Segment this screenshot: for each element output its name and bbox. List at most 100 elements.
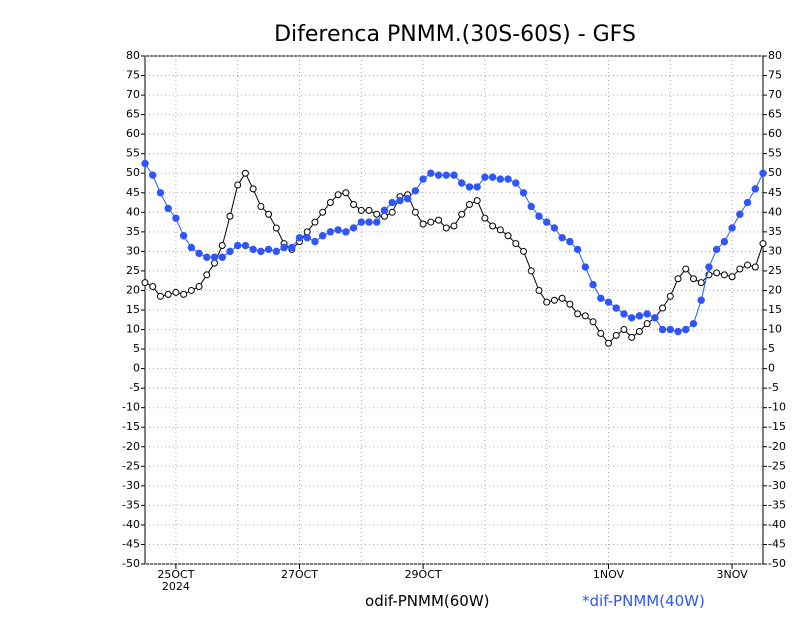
point	[759, 240, 767, 248]
point	[736, 210, 744, 218]
point	[349, 224, 358, 232]
point	[179, 232, 188, 240]
point	[203, 253, 211, 261]
point	[241, 241, 250, 250]
point	[396, 196, 404, 205]
point	[643, 310, 651, 318]
point	[265, 210, 273, 218]
point	[303, 228, 311, 236]
point	[682, 325, 690, 334]
point	[303, 234, 311, 242]
x-tick-label: 3NOV	[716, 568, 748, 581]
y2-tick-label: 55	[768, 147, 782, 160]
point	[141, 279, 149, 287]
point	[264, 245, 273, 254]
y-tick-label: -10	[122, 401, 140, 414]
point	[674, 275, 682, 283]
point	[712, 245, 721, 254]
legend-marker: *	[582, 592, 590, 610]
point	[666, 292, 674, 300]
point	[187, 243, 196, 252]
point	[550, 224, 559, 232]
point	[311, 218, 319, 226]
point	[566, 300, 574, 308]
point	[342, 189, 350, 197]
y-tick-label: -15	[122, 420, 140, 433]
point	[342, 228, 350, 236]
y-tick-label: -5	[129, 381, 140, 394]
point	[272, 224, 280, 232]
point	[280, 243, 288, 252]
point	[156, 189, 165, 197]
point	[558, 234, 566, 242]
y2-tick-label: 65	[768, 108, 782, 121]
point	[326, 228, 335, 236]
point	[465, 183, 474, 191]
point	[627, 314, 636, 322]
point	[257, 202, 265, 210]
point	[689, 275, 697, 283]
point	[473, 197, 481, 205]
point	[527, 202, 535, 211]
point	[589, 280, 597, 289]
chart-title: Diferenca PNMM.(30S-60S) - GFS	[274, 22, 636, 47]
point	[172, 214, 180, 222]
point	[496, 226, 504, 234]
y-tick-label: 70	[126, 88, 140, 101]
point	[156, 292, 164, 300]
y-tick-label: -25	[122, 459, 140, 472]
y-tick-label: 50	[126, 166, 140, 179]
point	[697, 279, 705, 287]
point	[504, 232, 512, 240]
point	[728, 224, 736, 232]
legend-entry: odif-PNMM(60W)	[365, 592, 490, 610]
y2-tick-label: 20	[768, 283, 782, 296]
point	[520, 247, 528, 255]
point	[481, 214, 489, 222]
y2-tick-label: 5	[768, 342, 775, 355]
point	[620, 310, 628, 318]
point	[713, 269, 721, 277]
point	[388, 208, 396, 216]
point	[435, 216, 443, 224]
y-tick-label: -35	[122, 498, 140, 511]
y-tick-label: -30	[122, 479, 140, 492]
point	[226, 212, 234, 220]
y-tick-label: 65	[126, 108, 140, 121]
y2-tick-label: 25	[768, 264, 782, 277]
point	[566, 237, 574, 246]
point	[357, 206, 365, 214]
y2-tick-label: 0	[768, 362, 775, 375]
point	[597, 329, 605, 337]
point	[311, 237, 319, 246]
point	[272, 247, 281, 256]
y2-tick-label: 60	[768, 127, 782, 140]
point	[558, 294, 566, 302]
x-tick-label: 27OCT	[281, 568, 318, 581]
point	[659, 304, 667, 312]
y2-tick-label: 45	[768, 186, 782, 199]
point	[581, 263, 590, 271]
point	[388, 198, 396, 207]
point	[689, 319, 698, 328]
point	[674, 327, 682, 336]
point	[427, 169, 435, 177]
point	[218, 253, 226, 261]
y-tick-label: 20	[126, 283, 140, 296]
legend-label: dif-PNMM(60W)	[374, 592, 489, 610]
y2-tick-label: -25	[768, 459, 786, 472]
y-tick-label: 60	[126, 127, 140, 140]
point	[249, 245, 257, 254]
point	[620, 326, 628, 334]
y2-tick-label: 10	[768, 323, 782, 336]
x-tick-label: 25OCT	[157, 568, 194, 581]
point	[411, 208, 419, 216]
y-tick-label: 15	[126, 303, 140, 316]
point	[697, 296, 705, 304]
point	[442, 224, 450, 232]
y2-tick-label: -45	[768, 537, 786, 550]
y-tick-label: 30	[126, 244, 140, 257]
x-tick-label: 29OCT	[405, 568, 442, 581]
point	[604, 298, 613, 306]
point	[465, 200, 473, 208]
